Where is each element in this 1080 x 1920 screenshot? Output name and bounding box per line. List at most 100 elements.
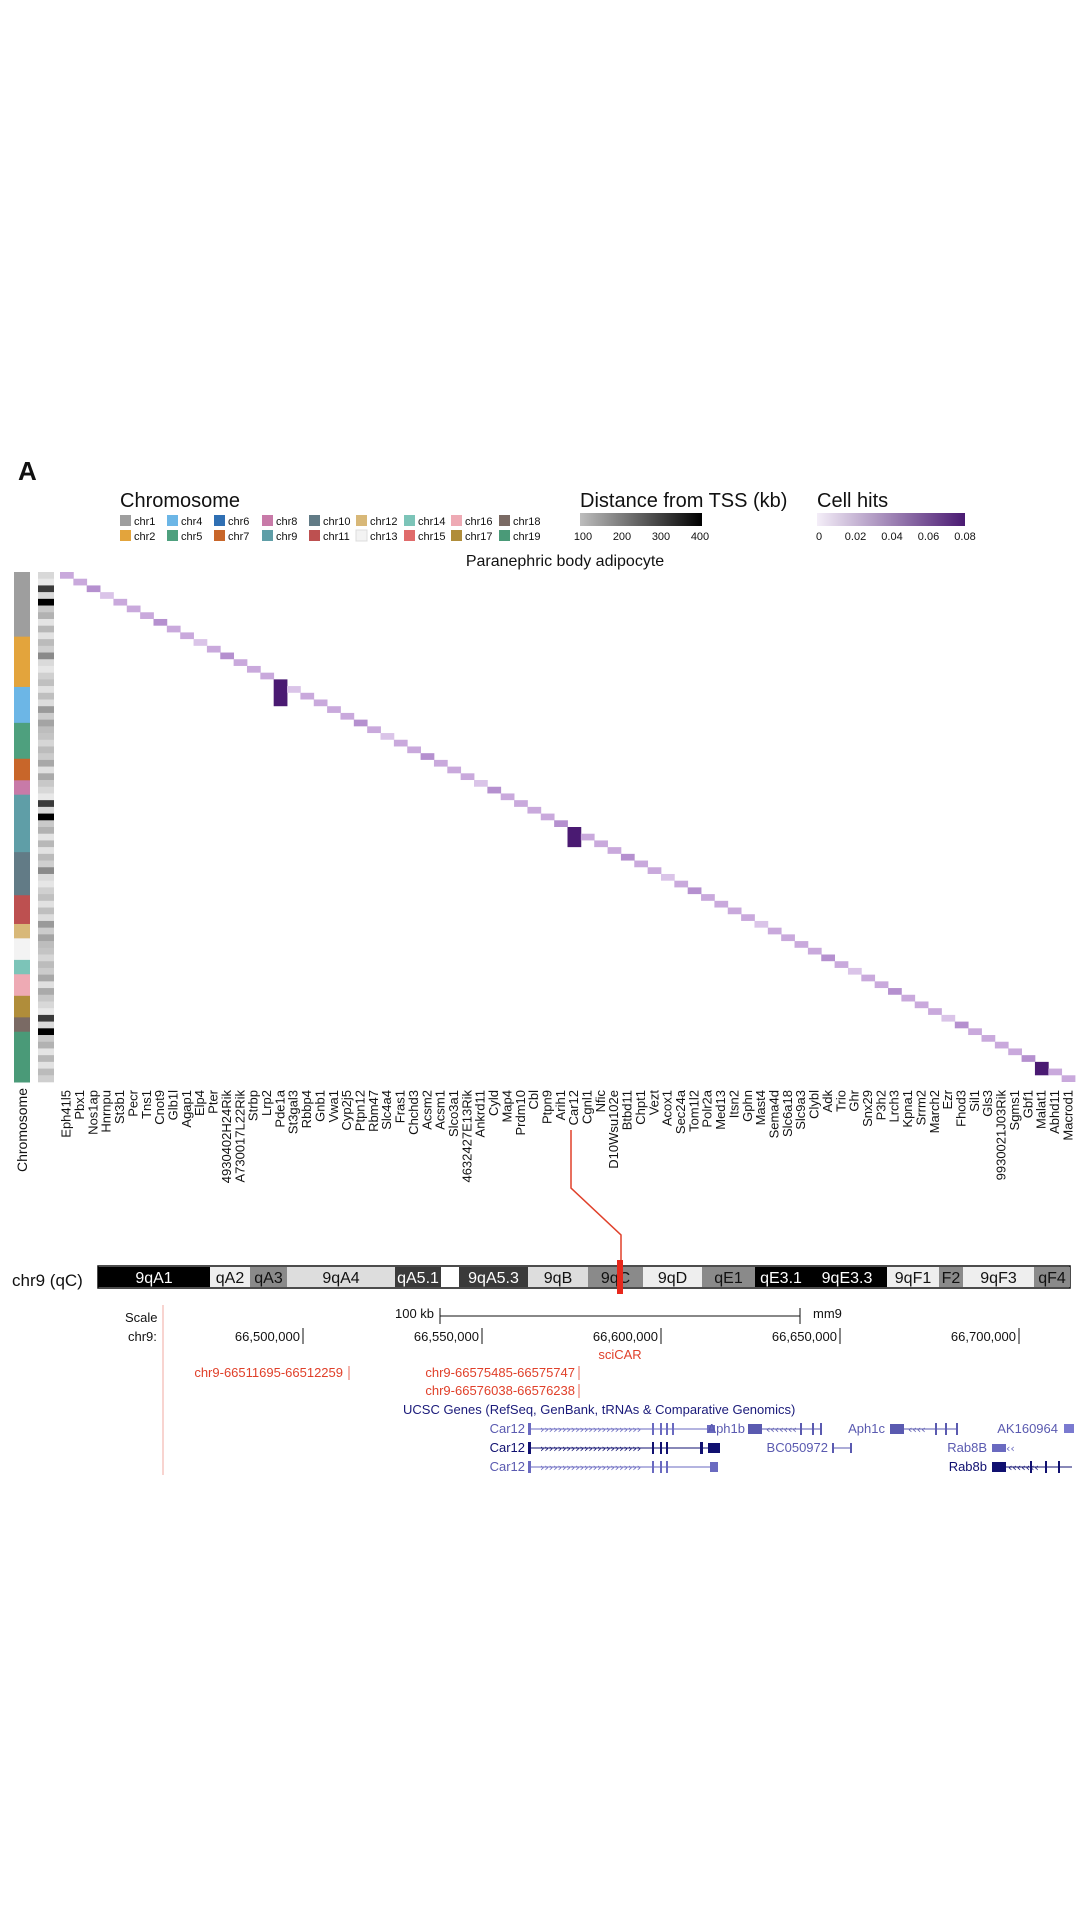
heatmap-cell-Polr2a [701,894,715,901]
gene-label: Sec24a [673,1089,688,1134]
distance-cell [38,699,54,707]
legend-swatch-chr8 [262,515,273,526]
distance-cell [38,639,54,647]
ideogram-band [395,1267,441,1287]
distance-tick-label: 300 [652,531,670,543]
distance-cell [38,706,54,714]
gene-model-car12-3-exon [710,1462,718,1472]
chromosome-ideogram: 9qA1 qA2 qA3 9qA4 qA5.1 9qA5.3 9qB 9qC 9qD qE1 qE3… [97,1265,1071,1289]
chromosome-legend-title: Chromosome [120,490,240,512]
legend-label-chr12: chr12 [370,516,398,528]
legend-label-chr13: chr13 [370,531,398,543]
gene-model-aph1c-arrows: ‹‹‹‹ [908,1423,926,1436]
gene-label: Mast4 [753,1090,768,1125]
legend-label-chr10: chr10 [323,516,351,528]
ideogram-band-label: 9qA5.3 [468,1270,519,1287]
ideogram-position-marker [617,1260,623,1294]
heatmap-cell-March2 [928,1008,942,1015]
heatmap-cell-Lrch3 [888,988,902,995]
gene-label: Gnb1 [312,1090,327,1122]
gene-label: Map4 [499,1090,514,1123]
heatmap-cell-Adk [821,954,836,962]
gene-label: Srrm2 [913,1090,928,1125]
ideogram-band [528,1267,588,1287]
ideogram-band-label: qA3 [254,1270,283,1287]
gene-label: Rbbp4 [299,1090,314,1128]
heatmap-cell-Cyld [487,786,502,794]
distance-cell [38,961,54,969]
legend-swatch-chr16 [451,515,462,526]
legend-label-chr16: chr16 [465,516,493,528]
ideogram-band [287,1267,395,1287]
gene-model-bc050972-exon [850,1443,852,1453]
heatmap-cell-Nos1ap [86,585,101,593]
ideogram-band-label: qE3.1 [760,1270,802,1287]
gene-label: Fras1 [393,1090,408,1123]
distance-cell [38,1035,54,1043]
distance-cell [38,746,54,754]
gene-model-car12-3-exon [660,1461,662,1473]
heatmap-cell-Lrp2 [260,672,275,680]
gene-label: Elp4 [192,1090,207,1116]
legend-swatch-chr15 [404,530,415,541]
heatmap-cell-Tns1 [140,612,154,619]
gene-label: March2 [927,1090,942,1133]
heatmap-cell-Malat1 [1034,1061,1049,1076]
heatmap-cell-Snx29 [861,974,876,982]
heatmap-cell-Vwa1 [327,706,341,713]
gene-label-car12-3: Car12 [490,1459,525,1474]
chromosome-annotation-bar [14,572,30,1083]
gene-label: Kpna1 [900,1090,915,1128]
genes-track-title: UCSC Genes (RefSeq, GenBank, tRNAs & Com… [403,1402,795,1417]
heatmap-cell-St3b1 [113,598,128,606]
distance-cell [38,988,54,996]
gene-model-aph1c-exon [945,1423,947,1435]
cell-hits-tick-label: 0.04 [881,531,902,543]
heatmap-cell-Acsm1 [433,759,448,767]
distance-cell [38,873,54,881]
heatmap-cell-Gnb1 [313,699,328,707]
legend-swatch-chr2 [120,530,131,541]
legend-label-chr4: chr4 [181,516,202,528]
ideogram-band-label: 9qF1 [895,1270,932,1287]
heatmap-cell-Slc6a18 [781,934,795,942]
legend-label-chr18: chr18 [513,516,541,528]
legend-swatch-chr19 [499,530,510,541]
gene-label: Agap1 [179,1090,194,1128]
gene-model-car12-1-exon [528,1423,531,1435]
distance-cell [38,726,54,734]
position-tick-label: 66,650,000 [772,1329,837,1344]
gene-label: Malat1 [1034,1090,1049,1129]
heatmap-cell-Agap1 [180,632,194,640]
gene-label: Snx29 [860,1090,875,1127]
distance-cell [38,827,54,835]
distance-cell [38,759,54,767]
gene-label: D10Wsu102e [606,1090,621,1169]
chromosome-band-chr16 [14,974,30,997]
heatmap-cell-A730017L22Rik [233,659,248,666]
gene-label: Ankrd11 [473,1090,488,1137]
gene-model-aph1b-arrows: ‹‹‹‹‹‹‹ [766,1423,797,1436]
distance-cell [38,920,54,928]
heatmap-cell-Pde1a [273,679,288,707]
distance-cell [38,1041,54,1049]
distance-cell [38,598,54,606]
chromosome-band-chr7 [14,758,30,781]
distance-cell [38,1061,54,1069]
distance-cell [38,672,54,680]
gene-label: Prdm10 [513,1090,528,1136]
gene-model-aph1b-exon [800,1423,802,1435]
distance-cell [38,833,54,841]
gene-model-car12-2-exon [652,1442,654,1454]
heatmap-cell-Tom1l2 [687,887,702,895]
distance-cell [38,927,54,935]
gene-model-aph1b-exon [820,1423,822,1435]
gene-model-rab8b-lower-exon [992,1462,1006,1472]
gene-label: Slco3a1 [446,1090,461,1137]
ideogram-band [459,1267,528,1287]
ideogram-band-label: 9qB [544,1270,572,1287]
heatmap-cell-Sil1 [968,1028,982,1036]
chromosome-legend: chr1 chr2 chr4 chr5 chr6 chr7 chr8 chr9 chr10 chr… [120,515,541,543]
heatmap-cell-Gls3 [981,1035,996,1042]
gene-model-aph1c-exon [890,1424,904,1434]
